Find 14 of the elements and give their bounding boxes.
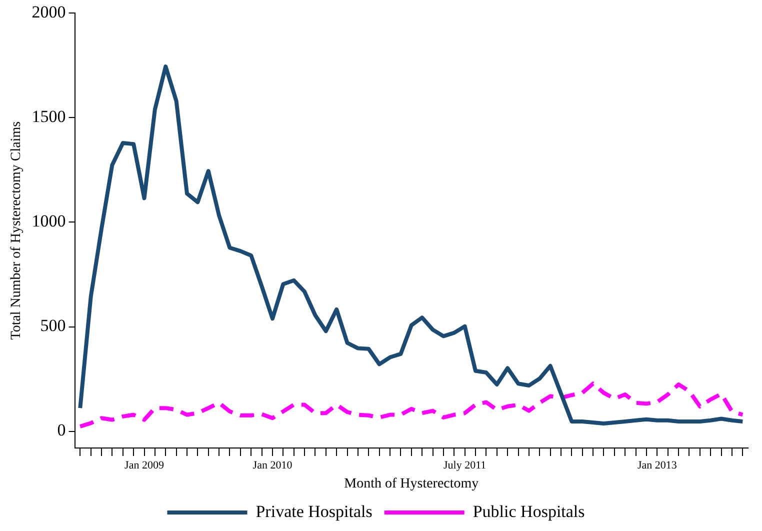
legend-label: Public Hospitals	[472, 502, 585, 521]
x-tick-label: July 2011	[443, 459, 486, 472]
y-tick-label: 2000	[32, 2, 66, 22]
y-axis-title: Total Number of Hysterectomy Claims	[9, 121, 24, 340]
line-series	[78, 382, 745, 428]
y-tick-label: 0	[57, 420, 66, 440]
x-tick-label: Jan 2013	[637, 459, 678, 472]
x-axis-title: Month of Hysterectomy	[344, 476, 479, 492]
legend-label: Private Hospitals	[256, 502, 372, 521]
y-tick-label: 500	[40, 316, 66, 336]
y-tick-label: 1500	[32, 107, 66, 126]
x-tick-label: Jan 2009	[124, 459, 164, 472]
y-tick-label: 1000	[32, 212, 66, 231]
x-tick-label: Jan 2010	[252, 459, 293, 472]
